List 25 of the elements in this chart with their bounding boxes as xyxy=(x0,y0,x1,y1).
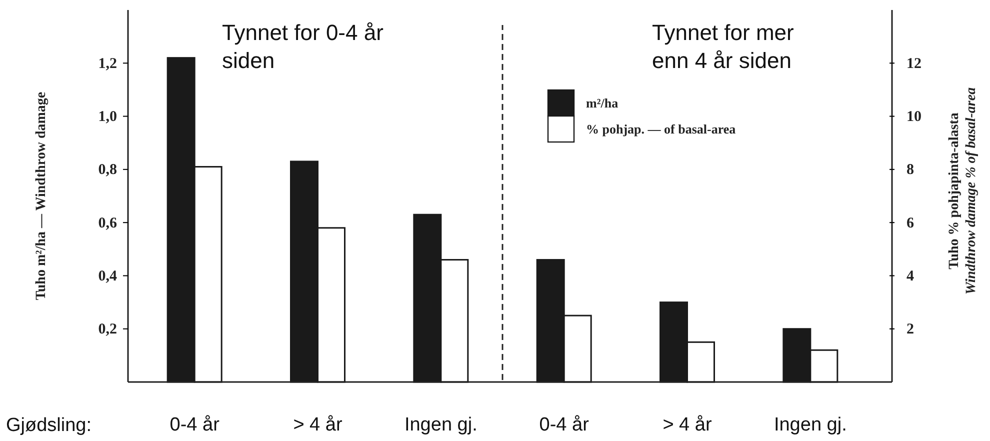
x-tick-label: 0-4 år xyxy=(539,414,590,436)
y-axis-title: Tuho m²/ha — Windthrow damage xyxy=(34,92,49,300)
y-tick-label: 1,2 xyxy=(98,56,117,72)
x-tick-label: > 4 år xyxy=(293,414,343,436)
y2-axis-title: Tuho % pohjapinta-alasta Windthrow damage % of basal-area xyxy=(947,87,979,295)
y-tick-label: 0,4 xyxy=(98,268,118,285)
y-tick-label: 0,8 xyxy=(98,162,117,178)
annotation: Tynnet for 0-4 år siden xyxy=(222,20,384,73)
y2-tick-label: 4 xyxy=(906,268,914,285)
y2-tick-label: 10 xyxy=(906,109,922,126)
y-tick-label: 0,2 xyxy=(98,322,117,338)
x-tick-label: > 4 år xyxy=(662,414,712,436)
y2-tick-label: 8 xyxy=(906,162,914,178)
x-tick-label: 0-4 år xyxy=(170,414,220,436)
x-tick-label: Ingen gj. xyxy=(404,414,478,436)
y-tick-label: 1,0 xyxy=(98,109,117,126)
annotation: Tynnet for mer enn 4 år siden xyxy=(652,20,794,73)
x-axis-title: Gjødsling: xyxy=(6,415,92,436)
legend-label: % pohjap. — of basal-area xyxy=(586,122,736,137)
y2-tick-label: 6 xyxy=(906,215,914,232)
y2-tick-label: 2 xyxy=(906,322,914,338)
y-tick-label: 0,6 xyxy=(98,215,118,232)
legend-label: m²/ha xyxy=(586,96,619,111)
y2-tick-label: 12 xyxy=(906,56,922,72)
x-tick-label: Ingen gj. xyxy=(774,414,847,436)
